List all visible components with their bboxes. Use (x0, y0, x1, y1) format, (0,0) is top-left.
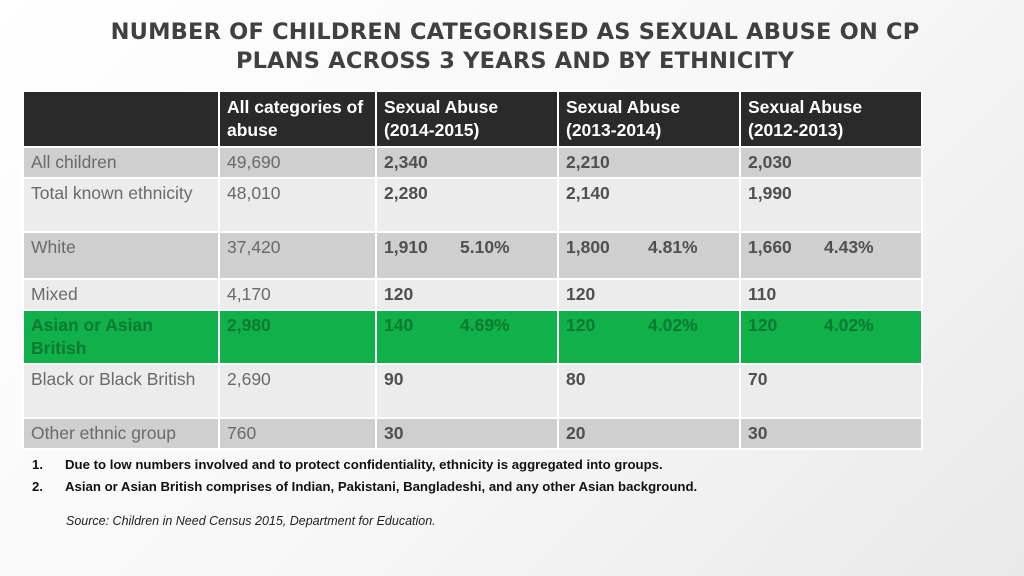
value: 120 (566, 284, 596, 304)
value: 30 (748, 423, 768, 443)
percent: 4.69% (460, 315, 510, 335)
value: 140 (384, 315, 414, 335)
value: 120 (384, 284, 414, 304)
cell-2014-2015: 2,280 (375, 177, 559, 233)
table-row: White 37,420 1,910 5.10% 1,800 4.81% 1,660… (22, 231, 923, 280)
cell-2014-2015: 1,910 5.10% (375, 231, 559, 280)
cell-2012-2013: 70 (739, 363, 923, 419)
cell-2014-2015: 120 (375, 278, 559, 311)
cell-all-categories: 37,420 (218, 231, 377, 280)
value: 120 (748, 315, 778, 335)
value: 2,030 (748, 152, 792, 172)
percent: 4.43% (824, 237, 874, 257)
cell-2012-2013: 110 (739, 278, 923, 311)
row-label: All children (22, 146, 220, 179)
cell-2014-2015: 30 (375, 417, 559, 450)
header-cell-blank (22, 90, 220, 148)
value: 2,340 (384, 152, 428, 172)
value: 30 (384, 423, 404, 443)
value: 110 (748, 284, 777, 304)
cell-2013-2014: 1,800 4.81% (557, 231, 741, 280)
value: 1,660 (748, 237, 792, 257)
percent: 4.02% (824, 315, 874, 335)
cell-2014-2015: 2,340 (375, 146, 559, 179)
table-row: Black or Black British 2,690 90 80 70 (22, 363, 923, 419)
value: 1,910 (384, 237, 428, 257)
value: 1,990 (748, 183, 792, 203)
row-label: Mixed (22, 278, 220, 311)
header-cell-2012-2013: Sexual Abuse (2012-2013) (739, 90, 923, 148)
row-label: White (22, 231, 220, 280)
table-row: Other ethnic group 760 30 20 30 (22, 417, 923, 450)
row-label: Black or Black British (22, 363, 220, 419)
source-citation: Source: Children in Need Census 2015, De… (66, 514, 436, 528)
header-cell-2014-2015: Sexual Abuse (2014-2015) (375, 90, 559, 148)
table-header-row: All categories of abuse Sexual Abuse (20… (22, 90, 923, 148)
value: 70 (748, 369, 768, 389)
value: 90 (384, 369, 404, 389)
percent: 4.02% (648, 315, 698, 335)
value: 80 (566, 369, 586, 389)
page-title: NUMBER OF CHILDREN CATEGORISED AS SEXUAL… (100, 18, 930, 76)
cell-2013-2014: 80 (557, 363, 741, 419)
footnote-text: Due to low numbers involved and to prote… (65, 457, 663, 472)
cell-2013-2014: 120 4.02% (557, 309, 741, 365)
cell-2012-2013: 120 4.02% (739, 309, 923, 365)
percent: 4.81% (648, 237, 698, 257)
title-line-2: PLANS ACROSS 3 YEARS AND BY ETHNICITY (235, 48, 795, 74)
cell-2013-2014: 20 (557, 417, 741, 450)
table-row: All children 49,690 2,340 2,210 2,030 (22, 146, 923, 179)
percent: 5.10% (460, 237, 510, 257)
footnote-text: Asian or Asian British comprises of Indi… (65, 479, 698, 494)
table-row-highlighted: Asian or Asian British 2,980 140 4.69% 12… (22, 309, 923, 365)
cell-2013-2014: 120 (557, 278, 741, 311)
cell-2014-2015: 90 (375, 363, 559, 419)
title-line-1: NUMBER OF CHILDREN CATEGORISED AS SEXUAL… (110, 19, 920, 45)
cell-2014-2015: 140 4.69% (375, 309, 559, 365)
footnote-number: 1. (32, 457, 43, 472)
cell-all-categories: 760 (218, 417, 377, 450)
cell-all-categories: 2,690 (218, 363, 377, 419)
cell-2012-2013: 1,660 4.43% (739, 231, 923, 280)
cell-all-categories: 48,010 (218, 177, 377, 233)
value: 2,280 (384, 183, 428, 203)
header-cell-all-categories: All categories of abuse (218, 90, 377, 148)
footnote-1: 1. Due to low numbers involved and to pr… (32, 454, 932, 476)
value: 20 (566, 423, 586, 443)
footnote-2: 2. Asian or Asian British comprises of I… (32, 476, 932, 498)
row-label: Other ethnic group (22, 417, 220, 450)
cell-2012-2013: 2,030 (739, 146, 923, 179)
table-row: Total known ethnicity 48,010 2,280 2,140… (22, 177, 923, 233)
value: 2,140 (566, 183, 610, 203)
cell-all-categories: 2,980 (218, 309, 377, 365)
cell-2012-2013: 1,990 (739, 177, 923, 233)
data-table: All categories of abuse Sexual Abuse (20… (22, 90, 923, 450)
footnotes: 1. Due to low numbers involved and to pr… (32, 454, 932, 498)
cell-all-categories: 4,170 (218, 278, 377, 311)
row-label: Total known ethnicity (22, 177, 220, 233)
table-row: Mixed 4,170 120 120 110 (22, 278, 923, 311)
cell-2012-2013: 30 (739, 417, 923, 450)
value: 2,210 (566, 152, 610, 172)
header-cell-2013-2014: Sexual Abuse (2013-2014) (557, 90, 741, 148)
value: 120 (566, 315, 596, 335)
cell-2013-2014: 2,140 (557, 177, 741, 233)
cell-2013-2014: 2,210 (557, 146, 741, 179)
footnote-number: 2. (32, 479, 43, 494)
value: 1,800 (566, 237, 610, 257)
cell-all-categories: 49,690 (218, 146, 377, 179)
row-label: Asian or Asian British (22, 309, 220, 365)
